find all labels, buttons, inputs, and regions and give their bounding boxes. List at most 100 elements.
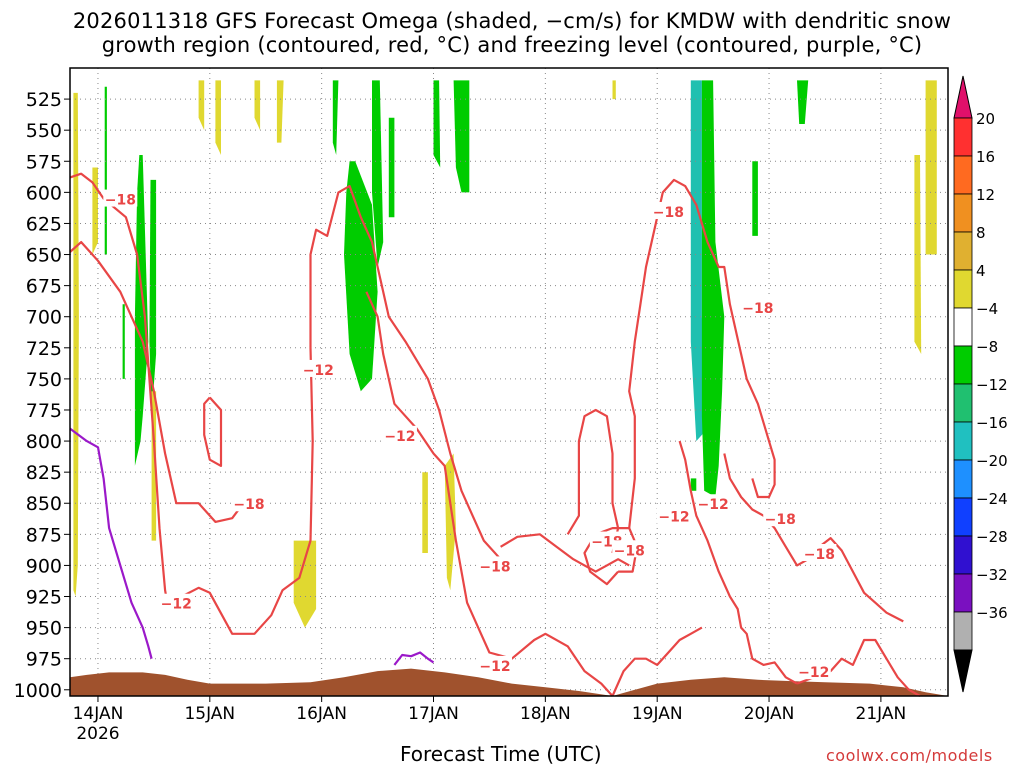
omega-shade-yellow-27 (925, 80, 937, 255)
colorbar-label-5: −4 (976, 300, 998, 318)
y-tick-label-925: 925 (26, 587, 62, 609)
terrain-surface (70, 668, 948, 696)
colorbar-label-1: 16 (976, 148, 995, 166)
y-tick-label-875: 875 (26, 524, 62, 546)
x-tick-sublabel-14: 2026 (76, 724, 119, 744)
y-tick-label-775: 775 (26, 400, 62, 422)
colorbar-label-6: −8 (976, 338, 998, 356)
y-tick-label-825: 825 (26, 462, 62, 484)
x-tick-label-18: 18JAN (520, 704, 571, 724)
omega-shade-yellow-10 (276, 80, 284, 143)
dgz-contour-label-12: −18 (742, 301, 773, 317)
omega-shade-yellow-1 (92, 167, 98, 255)
dgz-label-bg-15 (796, 662, 831, 680)
x-tick-label-21: 21JAN (856, 704, 907, 724)
omega-shade-yellow-7 (198, 80, 205, 131)
omega-shade-green-3 (134, 155, 149, 466)
dgz-contour-2 (203, 396, 223, 467)
omega-shade-yellow-20 (612, 80, 616, 100)
dgz-contour-11 (611, 626, 703, 697)
colorbar-top-arrow (953, 75, 973, 119)
x-tick-label-20: 20JAN (744, 704, 795, 724)
dgz-label-bg-6 (478, 655, 513, 673)
dgz-contour-label-10: −12 (658, 510, 689, 526)
y-tick-label-600: 600 (26, 182, 62, 204)
dgz-contour-label-0: −18 (105, 193, 136, 209)
dgz-label-bg-10 (656, 506, 691, 524)
dgz-contour-label-11: −12 (698, 497, 729, 513)
omega-shade-green-15 (388, 117, 395, 218)
y-tick-label-800: 800 (26, 431, 62, 453)
omega-shade-green-13 (344, 161, 378, 392)
colorbar-label-9: −20 (976, 452, 1008, 470)
colorbar-swatch-3 (953, 231, 973, 271)
omega-shade-green-14 (372, 80, 384, 268)
omega-shade-yellow-8 (215, 80, 221, 155)
y-tick-label-750: 750 (26, 369, 62, 391)
x-tick-label-19: 19JAN (632, 704, 683, 724)
chart-title-line-2: growth region (contoured, red, °C) and f… (101, 33, 923, 57)
omega-shade-yellow-11 (293, 540, 317, 628)
colorbar-label-3: 8 (976, 224, 986, 242)
y-tick-label-575: 575 (26, 151, 62, 173)
omega-shade-green-2 (104, 86, 107, 255)
colorbar-swatch-11 (953, 535, 973, 575)
dgz-contour-8 (628, 178, 776, 529)
dgz-label-bg-0 (103, 189, 138, 207)
omega-shade-green-4 (149, 179, 157, 417)
colorbar-label-2: 12 (976, 186, 995, 204)
dgz-label-bg-11 (696, 494, 731, 512)
omega-shade-yellow-26 (914, 155, 922, 354)
colorbar-label-10: −24 (976, 490, 1008, 508)
dgz-contour-0 (69, 172, 169, 603)
dgz-contour-label-6: −12 (479, 659, 510, 675)
dgz-contour-7 (583, 526, 639, 586)
x-tick-label-16: 16JAN (296, 704, 347, 724)
dgz-contour-label-2: −18 (233, 497, 264, 513)
y-tick-label-675: 675 (26, 276, 62, 298)
dgz-label-bg-1 (159, 593, 194, 611)
y-tick-label-550: 550 (26, 120, 62, 142)
omega-shade-green-17 (433, 80, 441, 168)
omega-shade-green-22 (701, 80, 725, 498)
colorbar-label-11: −28 (976, 528, 1008, 546)
dgz-contour-label-13: −18 (765, 512, 796, 528)
dgz-contour-label-5: −18 (479, 559, 510, 575)
x-tick-label-15: 15JAN (184, 704, 235, 724)
omega-shade-green-23 (690, 478, 697, 491)
dgz-contour-10 (678, 440, 798, 685)
dgz-contour-6 (566, 408, 620, 554)
colorbar-label-7: −12 (976, 376, 1008, 394)
dgz-label-bg-9 (651, 202, 686, 220)
colorbar-swatch-2 (953, 193, 973, 233)
colorbar-swatch-1 (953, 155, 973, 195)
omega-shade-yellow-0 (73, 92, 79, 597)
dgz-contour-label-1: −12 (161, 597, 192, 613)
dgz-contour-3 (181, 185, 502, 635)
omega-shade-green-12 (332, 80, 339, 155)
colorbar-label-12: −32 (976, 566, 1008, 584)
y-tick-label-975: 975 (26, 649, 62, 671)
dgz-contour-label-9: −18 (653, 205, 684, 221)
colorbar-swatch-6 (953, 345, 973, 385)
colorbar-label-8: −16 (976, 414, 1008, 432)
dgz-contour-label-15: −12 (798, 665, 829, 681)
y-tick-label-700: 700 (26, 307, 62, 329)
dgz-label-bg-2 (231, 494, 266, 512)
omega-shade-yellow-9 (254, 80, 261, 131)
colorbar-swatch-4 (953, 269, 973, 309)
dgz-contour-label-8: −18 (614, 543, 645, 559)
dgz-label-bg-5 (478, 556, 513, 574)
freezing-level-contour-1 (393, 651, 435, 666)
x-tick-label-17: 17JAN (408, 704, 459, 724)
y-tick-label-650: 650 (26, 245, 62, 267)
dgz-label-bg-4 (382, 425, 417, 443)
chart-title-line-1: 2026011318 GFS Forecast Omega (shaded, −… (72, 9, 952, 33)
dgz-contour-4 (365, 291, 614, 697)
colorbar-swatch-0 (953, 117, 973, 157)
y-tick-label-850: 850 (26, 493, 62, 515)
colorbar-swatch-5 (953, 307, 973, 347)
colorbar-swatch-8 (953, 421, 973, 461)
omega-shade-green-25 (797, 80, 809, 124)
